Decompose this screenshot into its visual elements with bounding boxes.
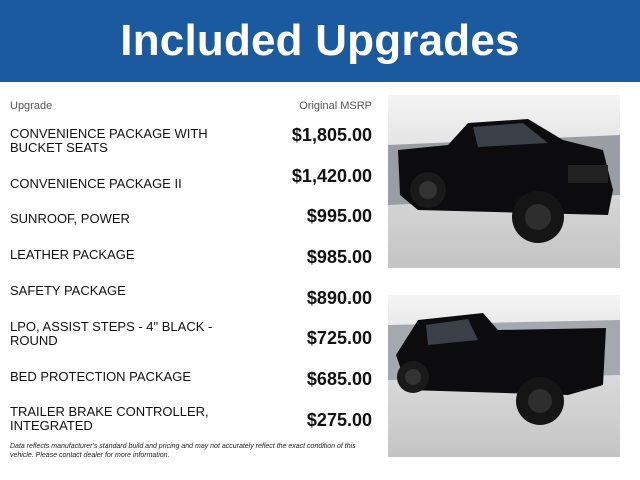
truck-photo-front — [388, 95, 620, 268]
upgrade-name: TRAILER BRAKE CONTROLLER, INTEGRATED — [10, 404, 209, 433]
upgrade-name: SAFETY PACKAGE — [10, 283, 126, 298]
truck-photo-rear — [388, 295, 620, 457]
column-header-upgrade: Upgrade — [10, 100, 53, 112]
upgrade-price: $725.00 — [306, 328, 372, 348]
column-header-msrp: Original MSRP — [299, 100, 372, 112]
upgrade-price: $275.00 — [306, 410, 372, 430]
upgrade-name: LPO, ASSIST STEPS - 4" BLACK - ROUND — [10, 319, 213, 348]
upgrade-price: $995.00 — [306, 206, 372, 226]
disclaimer: Data reflects manufacturer's standard bu… — [10, 443, 356, 459]
page-header: Included Upgrades — [0, 0, 640, 82]
upgrade-price: $985.00 — [306, 247, 372, 267]
upgrade-name: SUNROOF, POWER — [10, 211, 130, 226]
upgrade-name: CONVENIENCE PACKAGE II — [10, 176, 182, 191]
upgrade-price: $890.00 — [306, 288, 372, 308]
upgrade-name: CONVENIENCE PACKAGE WITH BUCKET SEATS — [10, 126, 208, 155]
upgrade-price: $685.00 — [306, 369, 372, 389]
upgrade-price: $1,420.00 — [291, 166, 372, 186]
upgrade-name: LEATHER PACKAGE — [10, 247, 135, 262]
upgrade-price: $1,805.00 — [291, 125, 372, 145]
upgrade-name: BED PROTECTION PACKAGE — [10, 369, 192, 384]
page-title: Included Upgrades — [120, 16, 520, 65]
